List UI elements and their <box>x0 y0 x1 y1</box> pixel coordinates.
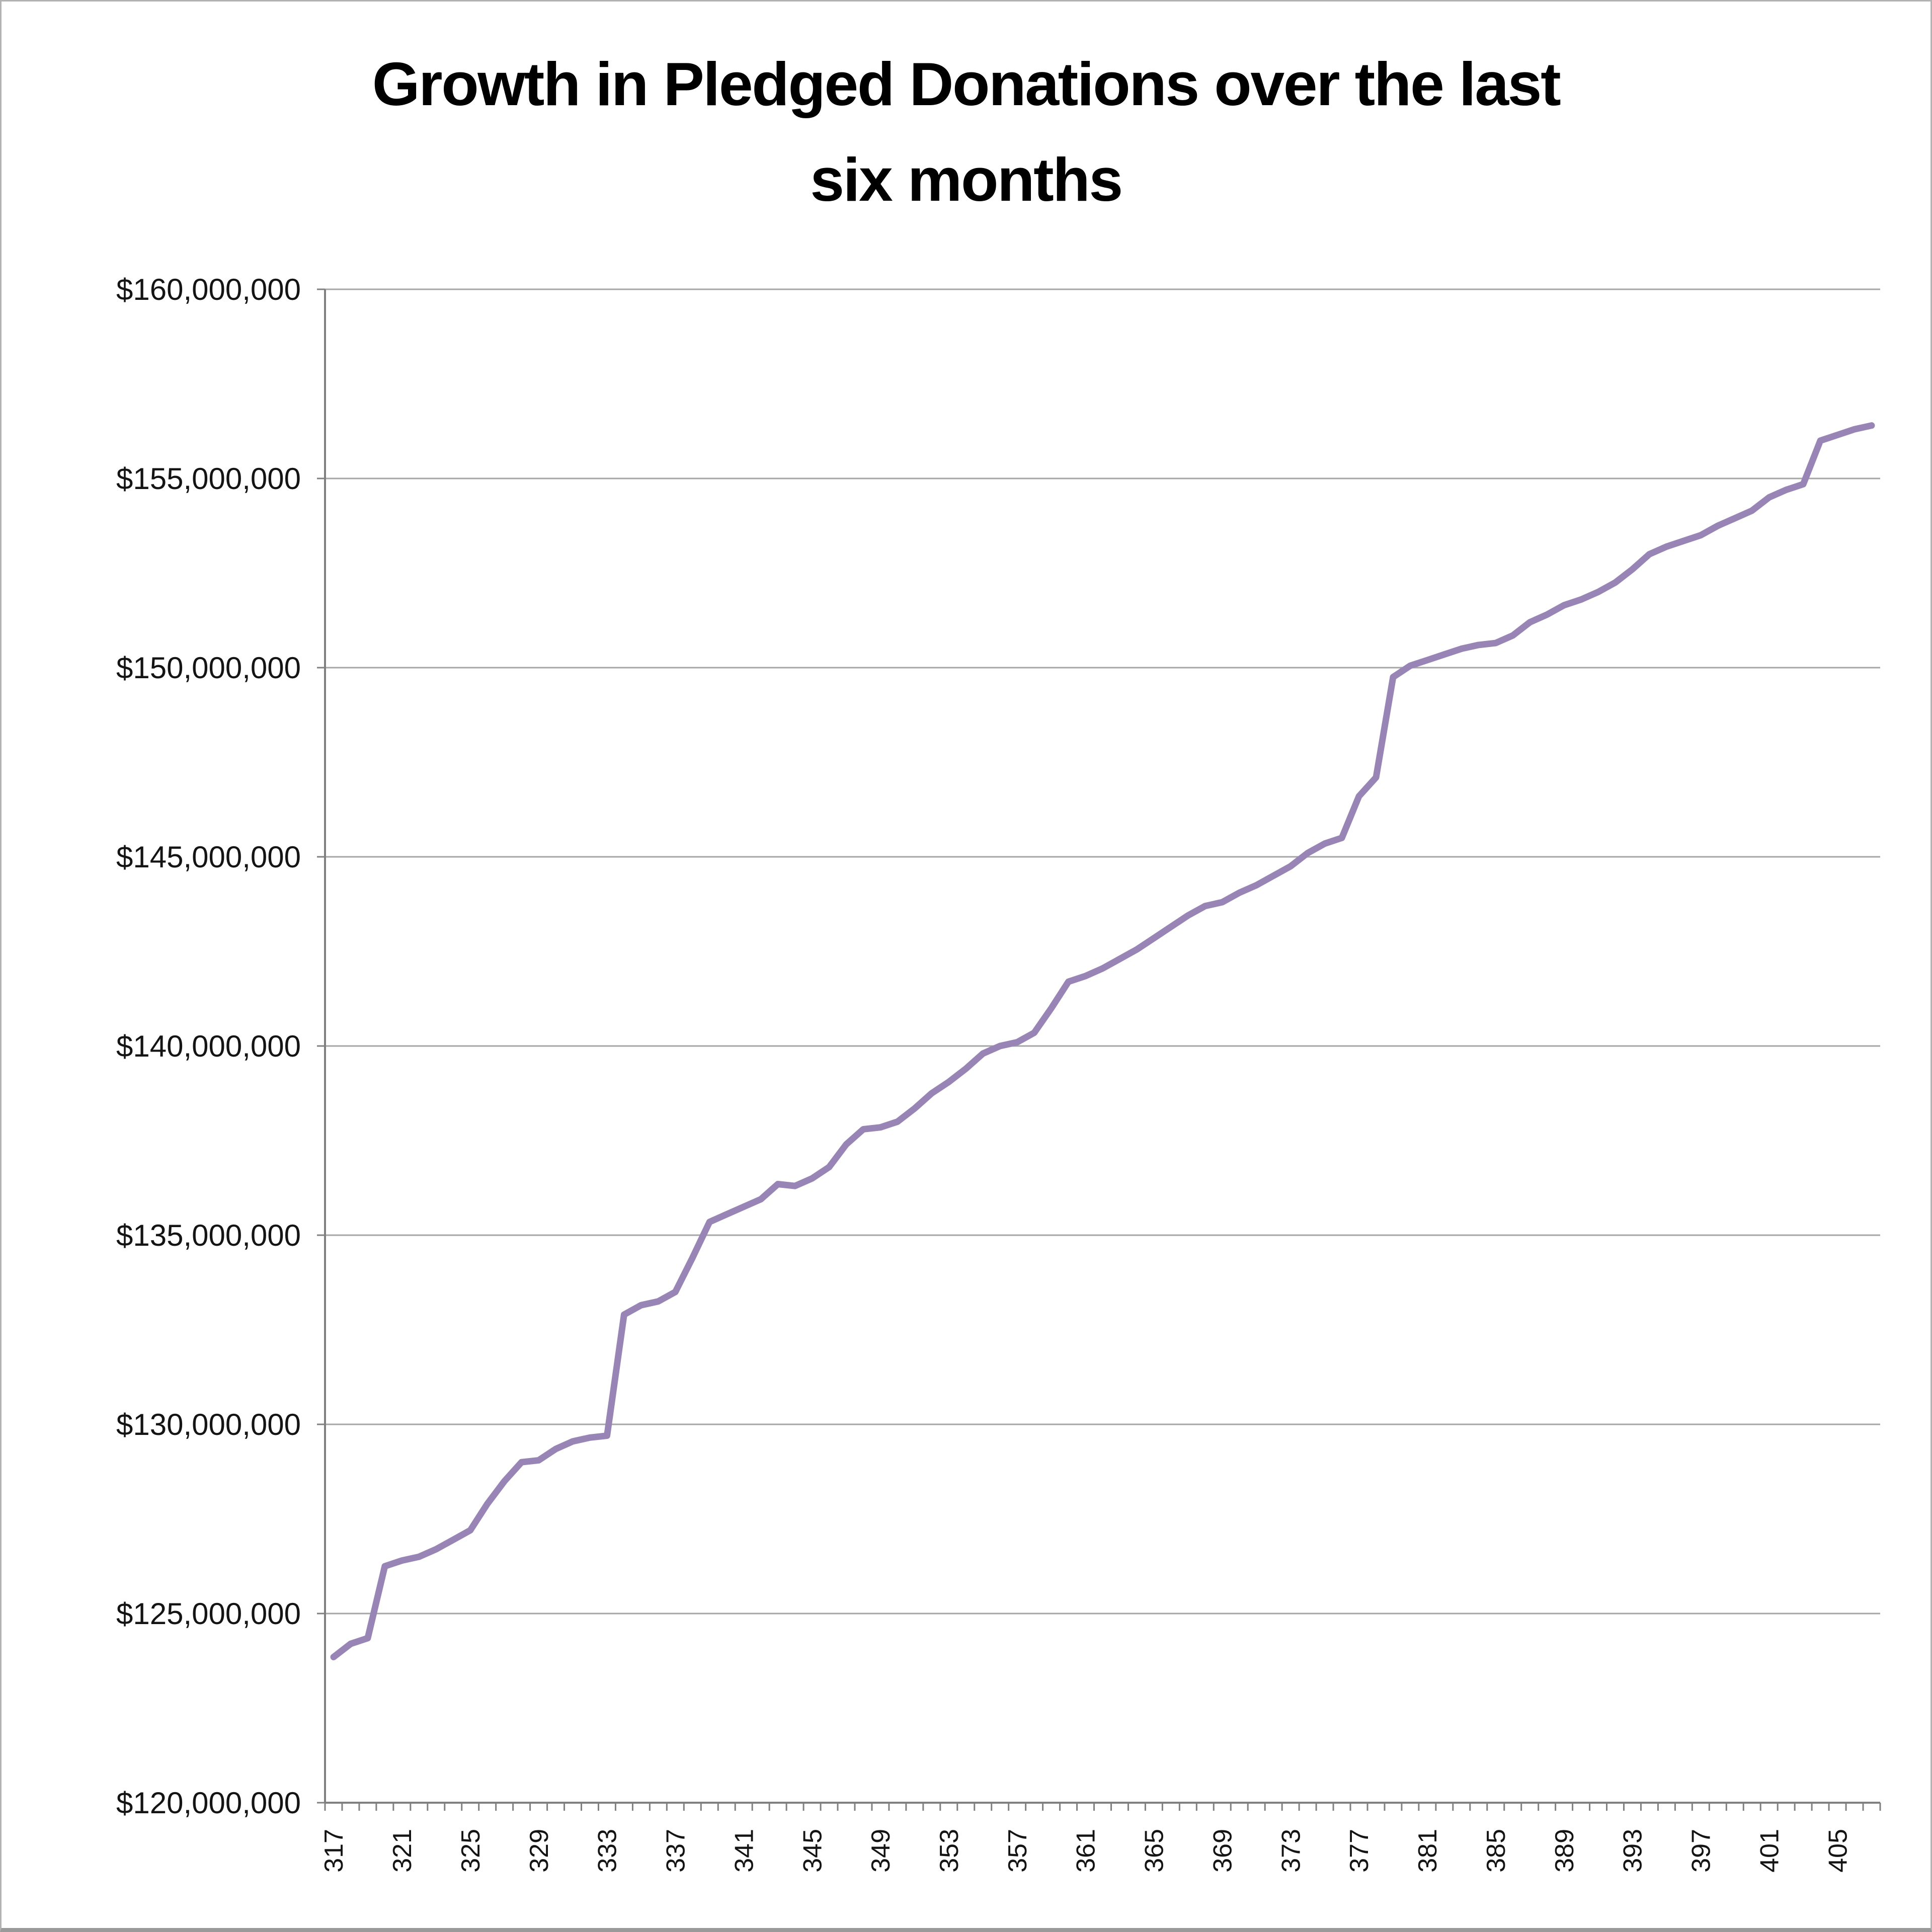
y-tick-label: $125,000,000 <box>116 1597 301 1631</box>
x-tick-label: 341 <box>730 1829 759 1873</box>
x-tick-label: 357 <box>1003 1829 1032 1873</box>
x-tick-label: 405 <box>1823 1829 1853 1873</box>
x-tick-label: 321 <box>388 1829 417 1873</box>
series-line-pledged-donations <box>330 422 1875 1660</box>
x-tick-label: 333 <box>593 1829 622 1873</box>
x-tick-label: 365 <box>1140 1829 1169 1873</box>
y-tick-label: $155,000,000 <box>116 462 301 496</box>
x-tick-label: 345 <box>798 1829 827 1873</box>
y-tick-label: $160,000,000 <box>116 273 301 306</box>
y-tick-label: $150,000,000 <box>116 651 301 685</box>
x-tick-label: 381 <box>1413 1829 1442 1873</box>
chart-title-line1: Growth in Pledged Donations over the las… <box>372 50 1561 118</box>
x-tick-label: 389 <box>1550 1829 1579 1873</box>
x-tick-label: 385 <box>1482 1829 1511 1873</box>
x-tick-label: 397 <box>1687 1829 1716 1873</box>
x-tick-label: 337 <box>662 1829 691 1873</box>
x-tick-label: 373 <box>1276 1829 1306 1873</box>
chart-title: Growth in Pledged Donations over the las… <box>0 36 1932 227</box>
x-tick-label: 325 <box>456 1829 486 1873</box>
y-tick-label: $135,000,000 <box>116 1219 301 1252</box>
x-tick-label: 353 <box>935 1829 964 1873</box>
x-tick-label: 369 <box>1208 1829 1237 1873</box>
y-tick-label: $120,000,000 <box>116 1786 301 1820</box>
x-tick-label: 317 <box>319 1829 349 1873</box>
y-tick-label: $130,000,000 <box>116 1408 301 1441</box>
chart-title-line2: six months <box>810 145 1123 214</box>
x-tick-label: 393 <box>1619 1829 1648 1873</box>
x-tick-label: 377 <box>1345 1829 1374 1873</box>
y-tick-label: $145,000,000 <box>116 840 301 874</box>
x-tick-label: 329 <box>525 1829 554 1873</box>
x-tick-label: 349 <box>866 1829 896 1873</box>
x-tick-label: 401 <box>1755 1829 1784 1873</box>
y-tick-label: $140,000,000 <box>116 1029 301 1063</box>
x-tick-label: 361 <box>1072 1829 1101 1873</box>
